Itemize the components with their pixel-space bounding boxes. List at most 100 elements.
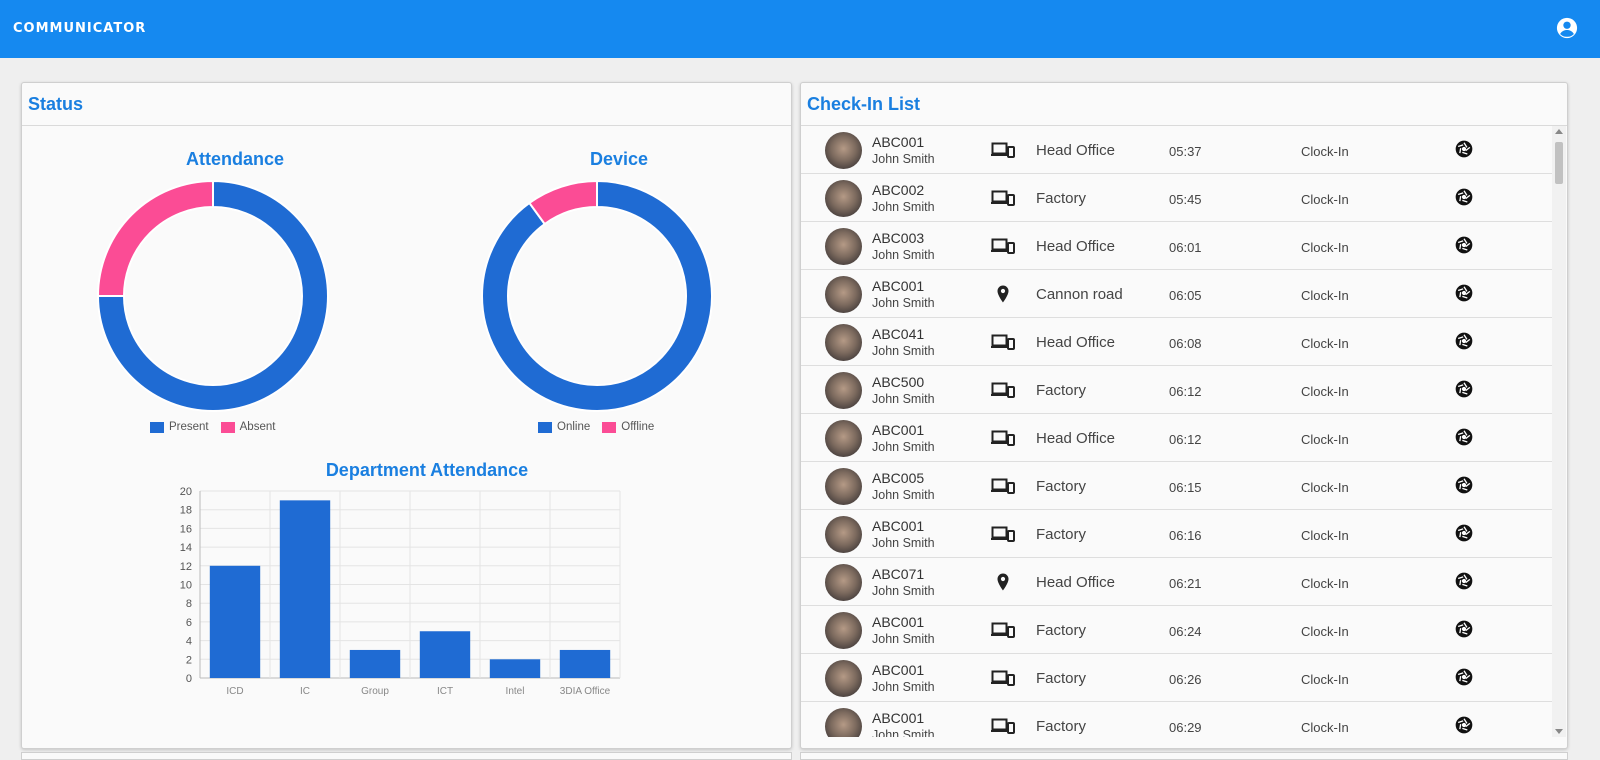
- camera-shutter-icon[interactable]: [1454, 715, 1474, 735]
- checkin-time: 06:08: [1169, 336, 1202, 351]
- camera-shutter-icon[interactable]: [1454, 523, 1474, 543]
- divider: [801, 125, 1567, 126]
- avatar: [825, 516, 862, 553]
- checkin-row[interactable]: ABC001 John Smith Factory 06:29 Clock-In: [801, 702, 1552, 737]
- checkin-row[interactable]: ABC005 John Smith Factory 06:15 Clock-In: [801, 462, 1552, 510]
- employee-name: John Smith: [872, 584, 935, 598]
- employee-id: ABC001: [872, 710, 925, 726]
- legend-swatch: [602, 421, 617, 433]
- status-card-title: Status: [28, 94, 84, 114]
- camera-shutter-icon[interactable]: [1454, 667, 1474, 687]
- x-tick-label: ICD: [226, 686, 243, 697]
- camera-shutter-icon[interactable]: [1454, 427, 1474, 447]
- camera-shutter-icon[interactable]: [1454, 283, 1474, 303]
- employee-name: John Smith: [872, 536, 935, 550]
- checkin-row[interactable]: ABC001 John Smith Factory 06:16 Clock-In: [801, 510, 1552, 558]
- legend-item-present: Present: [150, 421, 209, 433]
- device-donut-chart: [481, 179, 713, 412]
- employee-id: ABC001: [872, 518, 925, 534]
- camera-shutter-icon[interactable]: [1454, 235, 1474, 255]
- donut-slice-absent: [96, 179, 214, 297]
- employee-name: John Smith: [872, 728, 935, 737]
- map-pin-icon: [997, 285, 1009, 303]
- checkin-time: 06:21: [1169, 576, 1202, 591]
- camera-shutter-icon[interactable]: [1454, 139, 1474, 159]
- checkin-card-title: Check-In List: [807, 94, 921, 114]
- legend-item-offline: Offline: [602, 421, 654, 433]
- checkin-location: Head Office: [1036, 238, 1115, 255]
- checkin-type: Clock-In: [1301, 720, 1349, 735]
- avatar: [825, 132, 862, 169]
- camera-shutter-icon[interactable]: [1454, 619, 1474, 639]
- camera-shutter-icon[interactable]: [1454, 571, 1474, 591]
- employee-name: John Smith: [872, 680, 935, 694]
- checkin-row[interactable]: ABC001 John Smith Head Office 05:37 Clock-In: [801, 126, 1552, 174]
- checkin-type: Clock-In: [1301, 336, 1349, 351]
- y-tick-label: 6: [186, 617, 192, 629]
- laptop-phone-icon: [991, 190, 1015, 206]
- checkin-scrollbar[interactable]: [1552, 126, 1566, 737]
- checkin-row[interactable]: ABC500 John Smith Factory 06:12 Clock-In: [801, 366, 1552, 414]
- bar: [489, 659, 541, 678]
- checkin-row[interactable]: ABC041 John Smith Head Office 06:08 Clock-In: [801, 318, 1552, 366]
- scroll-thumb[interactable]: [1555, 142, 1563, 184]
- checkin-type: Clock-In: [1301, 672, 1349, 687]
- checkin-row[interactable]: ABC071 John Smith Head Office 06:21 Clock-In: [801, 558, 1552, 606]
- checkin-type: Clock-In: [1301, 384, 1349, 399]
- avatar: [825, 660, 862, 697]
- checkin-location: Factory: [1036, 718, 1087, 735]
- x-tick-label: Intel: [506, 686, 525, 697]
- laptop-phone-icon: [991, 526, 1015, 542]
- laptop-phone-icon: [991, 334, 1015, 350]
- checkin-row[interactable]: ABC001 John Smith Factory 06:26 Clock-In: [801, 654, 1552, 702]
- avatar: [825, 468, 862, 505]
- checkin-location: Factory: [1036, 190, 1087, 207]
- bar: [349, 649, 401, 678]
- checkin-type: Clock-In: [1301, 288, 1349, 303]
- employee-name: John Smith: [872, 296, 935, 310]
- donut-slice-present: [96, 179, 329, 412]
- account-circle-icon[interactable]: [1556, 17, 1578, 39]
- avatar: [825, 564, 862, 601]
- checkin-type: Clock-In: [1301, 576, 1349, 591]
- scroll-down-icon[interactable]: [1555, 729, 1563, 734]
- avatar: [825, 276, 862, 313]
- camera-shutter-icon[interactable]: [1454, 379, 1474, 399]
- app-logo: communicator: [13, 15, 147, 37]
- y-tick-label: 10: [180, 580, 192, 592]
- attendance-chart-title: Attendance: [185, 149, 284, 169]
- checkin-row[interactable]: ABC001 John Smith Head Office 06:12 Clock-In: [801, 414, 1552, 462]
- bar: [209, 565, 261, 678]
- legend-label: Present: [169, 421, 209, 433]
- checkin-location: Factory: [1036, 526, 1087, 543]
- checkin-type: Clock-In: [1301, 432, 1349, 447]
- x-tick-label: Group: [361, 686, 389, 697]
- checkin-row[interactable]: ABC001 John Smith Cannon road 06:05 Clock-In: [801, 270, 1552, 318]
- department-bar-chart: 0 2 4 6 8 10 12 14 16 18 20 ICD IC Group ICT Intel 3DIA …: [180, 486, 621, 697]
- checkin-time: 06:24: [1169, 624, 1202, 639]
- avatar: [825, 708, 862, 737]
- checkin-row[interactable]: ABC003 John Smith Head Office 06:01 Clock-In: [801, 222, 1552, 270]
- employee-name: John Smith: [872, 440, 935, 454]
- scroll-up-icon[interactable]: [1555, 129, 1563, 134]
- employee-id: ABC001: [872, 422, 925, 438]
- camera-shutter-icon[interactable]: [1454, 187, 1474, 207]
- camera-shutter-icon[interactable]: [1454, 475, 1474, 495]
- checkin-row[interactable]: ABC001 John Smith Factory 06:24 Clock-In: [801, 606, 1552, 654]
- checkin-location: Factory: [1036, 670, 1087, 687]
- legend-swatch: [538, 421, 552, 433]
- laptop-phone-icon: [991, 478, 1015, 494]
- employee-id: ABC003: [872, 230, 925, 246]
- bar: [279, 500, 331, 678]
- checkin-time: 06:16: [1169, 528, 1202, 543]
- checkin-row[interactable]: ABC002 John Smith Factory 05:45 Clock-In: [801, 174, 1552, 222]
- checkin-list[interactable]: ABC001 John Smith Head Office 05:37 Clock-In…: [801, 126, 1552, 737]
- camera-shutter-icon[interactable]: [1454, 331, 1474, 351]
- status-card: Status Attendance Present Absent Device …: [21, 82, 792, 749]
- department-chart-title: Department Attendance: [325, 460, 529, 480]
- checkin-time: 05:45: [1169, 192, 1202, 207]
- employee-name: John Smith: [872, 200, 935, 214]
- checkin-location: Head Office: [1036, 142, 1115, 159]
- checkin-card: Check-In List ABC001 John Smith Head Offic…: [800, 82, 1568, 749]
- device-legend: Online Offline: [538, 421, 654, 433]
